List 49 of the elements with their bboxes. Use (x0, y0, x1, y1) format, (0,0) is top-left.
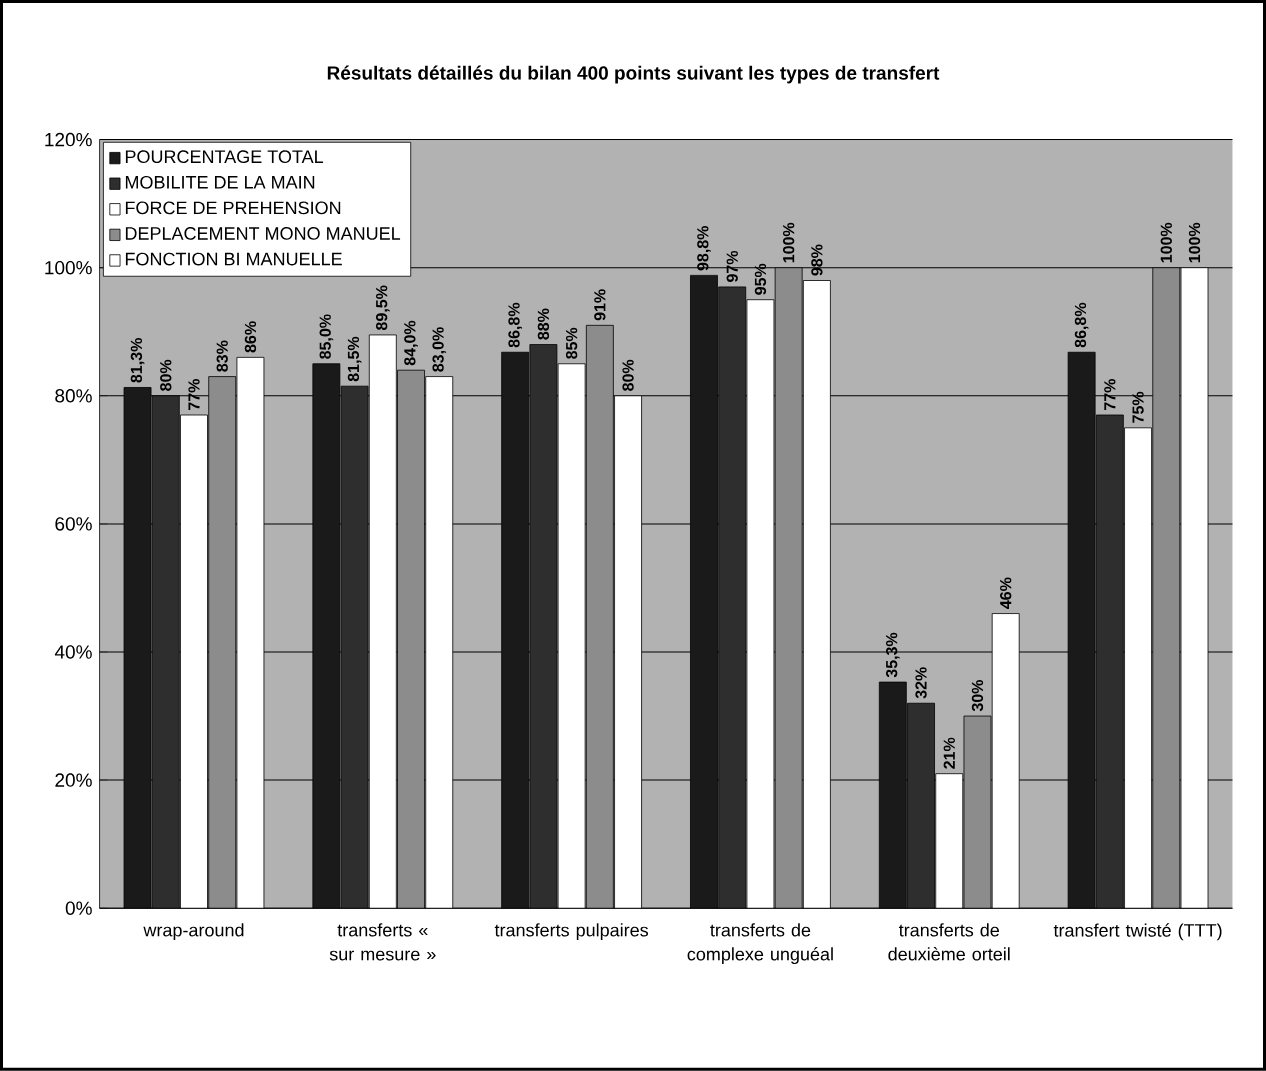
data-label: 77% (188, 379, 200, 410)
data-label: 91% (594, 289, 606, 321)
data-label: 46% (1000, 577, 1012, 609)
x-tick-label: transfert twisté (TTT) (1053, 923, 1222, 941)
legend-label: DEPLACEMENT MONO MANUEL (125, 227, 401, 240)
x-tick-label: transferts « sur mesure » (329, 923, 436, 961)
y-tick-label: 100% (45, 261, 92, 275)
y-tick-label: 0% (65, 901, 92, 916)
data-label: 86,8% (1074, 302, 1089, 348)
legend-label: FONCTION BI MANUELLE (125, 252, 342, 266)
data-label: 100% (1188, 222, 1201, 263)
data-label: 30% (971, 680, 984, 712)
data-label: 77% (1104, 379, 1116, 410)
data-label: 85,0% (319, 314, 334, 359)
y-tick-label: 60% (55, 517, 92, 531)
data-label: 98,8% (697, 226, 711, 271)
data-label: 88% (537, 308, 550, 340)
data-label: 100% (783, 222, 795, 263)
data-label: 89,5% (375, 285, 390, 331)
data-label: 83,0% (432, 327, 447, 372)
legend-label: MOBILITE DE LA MAIN (125, 175, 315, 189)
chart-title: Résultats détaillés du bilan 400 points suivant les types de transfert (327, 65, 940, 84)
data-label: 81,3% (130, 338, 145, 383)
data-label: 75% (1132, 391, 1144, 423)
legend-label: POURCENTAGE TOTAL (125, 150, 324, 164)
data-label: 86,8% (508, 302, 523, 348)
data-label: 86% (244, 321, 257, 353)
data-label: 85% (565, 327, 578, 359)
legend-label: FORCE DE PREHENSION (125, 201, 341, 215)
y-tick-label: 80% (55, 389, 92, 403)
x-tick-label: wrap-around (143, 923, 244, 941)
y-tick-label: 40% (54, 645, 92, 659)
data-label: 80% (622, 359, 634, 391)
x-tick-label: transferts de complexe unguéal (687, 923, 833, 965)
data-label: 81,5% (347, 336, 362, 382)
data-label: 83% (216, 340, 228, 372)
data-label: 21% (943, 737, 955, 769)
data-label: 98% (811, 244, 823, 276)
data-label: 97% (726, 250, 738, 283)
data-label: 80% (160, 359, 172, 391)
x-tick-label: transferts de deuxième orteil (888, 923, 1010, 961)
y-tick-label: 120% (45, 132, 92, 147)
data-label: 100% (1160, 222, 1172, 263)
data-label: 32% (915, 667, 927, 699)
data-label: 84,0% (404, 320, 418, 366)
data-label: 35,3% (885, 632, 900, 678)
y-tick-label: 20% (55, 773, 92, 787)
data-label: 95% (754, 263, 767, 295)
x-tick-label: transferts pulpaires (494, 923, 649, 941)
